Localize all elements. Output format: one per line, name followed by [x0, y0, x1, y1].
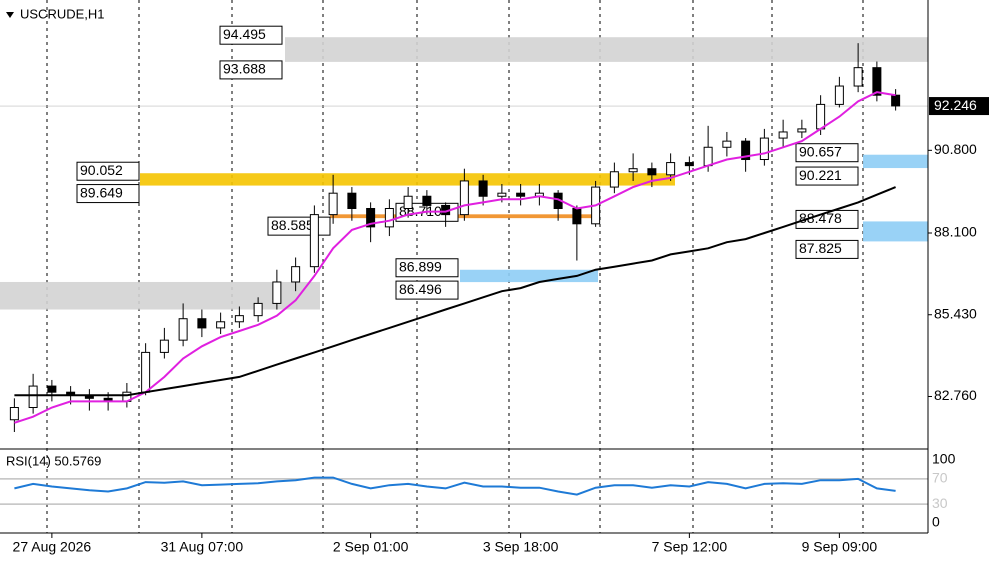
zone-top-label: 86.899	[399, 258, 442, 274]
zone-bottom-label: 90.221	[799, 167, 842, 183]
candle-body	[872, 67, 882, 96]
zone-bottom-label: 88.585	[271, 217, 314, 233]
zone-top-label: 88.478	[799, 210, 842, 226]
candle-body	[328, 192, 338, 216]
candle-body	[141, 351, 151, 393]
candle-body	[403, 195, 413, 209]
last-price-label: 92.246	[934, 97, 977, 113]
x-tick-label: 31 Aug 07:00	[161, 539, 244, 555]
candle-body	[628, 168, 638, 173]
menu-triangle[interactable]	[6, 12, 14, 18]
zone-bottom-label-box	[795, 166, 859, 186]
zone-bottom-label: 86.496	[399, 281, 442, 297]
candle-body	[609, 171, 619, 188]
zone-bottom-label: 89.649	[80, 184, 123, 200]
chart-title: USCRUDE,H1	[20, 6, 105, 21]
zone-top-label-box	[795, 143, 859, 163]
zone-bottom-label: 93.688	[223, 61, 266, 77]
candle-body	[159, 339, 169, 353]
candle-body	[797, 128, 807, 133]
candle-body	[347, 192, 357, 209]
zone-top-label-box	[795, 209, 859, 229]
candle-body	[666, 162, 676, 176]
zone	[330, 214, 595, 219]
candle-body	[722, 140, 732, 148]
x-tick-label: 7 Sep 12:00	[652, 539, 728, 555]
rsi-tick-label: 0	[932, 514, 940, 530]
zone-top-label: 90.657	[799, 143, 842, 159]
zone-top-label: 90.052	[80, 162, 123, 178]
zone	[140, 173, 675, 186]
zone	[285, 37, 928, 62]
rsi-title: RSI(14) 50.5769	[6, 453, 101, 468]
moving-average	[14, 186, 896, 397]
candle-body	[384, 207, 394, 228]
zone-bottom-label-box	[795, 239, 859, 259]
zone	[0, 281, 320, 310]
rsi-tick-label: 70	[932, 470, 948, 486]
zone-bottom-label-box	[395, 280, 459, 300]
candle-body	[891, 94, 901, 107]
candle-body	[234, 315, 244, 323]
candle-body	[572, 207, 582, 225]
candle-body	[703, 146, 713, 167]
zone	[863, 154, 928, 169]
y-tick-label: 90.800	[934, 141, 977, 157]
candle-body	[47, 385, 57, 393]
rsi-tick-label: 30	[932, 495, 948, 511]
candle-body	[684, 162, 694, 167]
y-tick-label: 82.760	[934, 387, 977, 403]
candle-body	[253, 302, 263, 317]
candle-body	[459, 180, 469, 216]
candle-body	[478, 180, 488, 197]
candle-body	[272, 281, 282, 304]
candle-body	[291, 266, 301, 283]
candle-body	[516, 192, 526, 197]
zone-bottom-label: 87.825	[799, 240, 842, 256]
candle-body	[197, 318, 207, 329]
candle-body	[853, 67, 863, 87]
moving-average	[14, 91, 896, 424]
x-tick-label: 27 Aug 2026	[13, 539, 92, 555]
last-price-box	[929, 97, 989, 116]
rsi-line	[14, 476, 896, 496]
zone-bottom-label-box	[76, 184, 140, 204]
candle-body	[422, 195, 432, 206]
y-tick-label: 85.430	[934, 305, 977, 321]
zone-top-label: 94.495	[223, 26, 266, 42]
candle-body	[834, 85, 844, 105]
candle-body	[178, 318, 188, 341]
candle-body	[9, 407, 19, 421]
candle-body	[778, 131, 788, 139]
zone-top-label-box	[395, 258, 459, 278]
zone-top-label-box	[219, 25, 283, 45]
x-tick-label: 3 Sep 18:00	[483, 539, 559, 555]
zone-top-label-box	[76, 161, 140, 181]
candle-body	[759, 137, 769, 161]
zone-bottom-label-box	[219, 60, 283, 80]
zone	[863, 221, 928, 242]
plot: 94.49593.68890.05289.64988.71088.58586.8…	[9, 25, 901, 496]
candle-body	[309, 214, 319, 268]
candle-body	[366, 207, 376, 228]
candle-body	[497, 192, 507, 197]
candle-body	[28, 385, 38, 409]
candle-body	[647, 168, 657, 176]
x-tick-label: 2 Sep 01:00	[333, 539, 409, 555]
x-tick-label: 9 Sep 09:00	[802, 539, 878, 555]
y-tick-label: 88.100	[934, 224, 977, 240]
rsi-tick-label: 100	[932, 451, 956, 467]
grid	[0, 0, 928, 533]
candle-body	[216, 321, 226, 329]
candle-body	[741, 140, 751, 161]
candle-body	[816, 103, 826, 130]
